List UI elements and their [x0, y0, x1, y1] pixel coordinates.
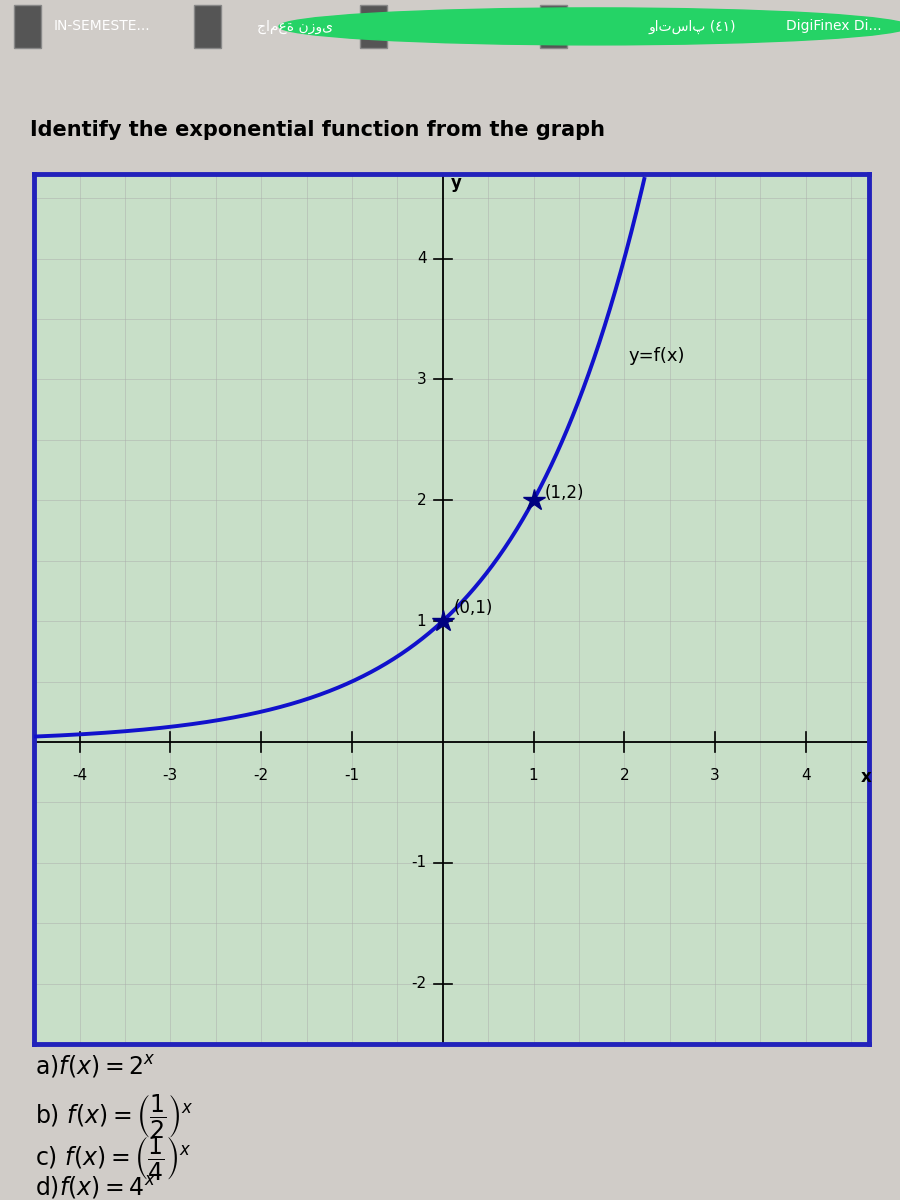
Text: -2: -2	[411, 976, 427, 991]
Text: واتساپ (٤١): واتساپ (٤١)	[648, 19, 735, 34]
Text: -1: -1	[411, 856, 427, 870]
Text: DigiFinex Di...: DigiFinex Di...	[787, 19, 882, 34]
Text: 4: 4	[801, 768, 811, 784]
Text: 1: 1	[417, 613, 427, 629]
Text: a)$f(x) = 2^x$: a)$f(x) = 2^x$	[35, 1054, 156, 1080]
Text: 2: 2	[417, 493, 427, 508]
FancyBboxPatch shape	[194, 5, 220, 48]
FancyBboxPatch shape	[540, 5, 567, 48]
Text: (1,2): (1,2)	[544, 484, 584, 502]
Text: y=f(x): y=f(x)	[629, 347, 685, 365]
Text: -1: -1	[345, 768, 359, 784]
Text: d)$f(x) = 4^x$: d)$f(x) = 4^x$	[35, 1174, 157, 1200]
Text: -3: -3	[163, 768, 178, 784]
Text: 1: 1	[528, 768, 538, 784]
Text: -4: -4	[72, 768, 87, 784]
Text: 3: 3	[417, 372, 427, 386]
Text: جامعة نزوی: جامعة نزوی	[257, 19, 333, 34]
Text: x: x	[860, 768, 871, 786]
Text: 2: 2	[619, 768, 629, 784]
Text: c) $f(x) = \left(\dfrac{1}{4}\right)^x$: c) $f(x) = \left(\dfrac{1}{4}\right)^x$	[35, 1134, 192, 1182]
Text: 4: 4	[417, 251, 427, 266]
Circle shape	[279, 8, 900, 44]
Text: (0,1): (0,1)	[454, 599, 493, 617]
Text: 3: 3	[710, 768, 720, 784]
FancyBboxPatch shape	[14, 5, 40, 48]
Text: b) $f(x) = \left(\dfrac{1}{2}\right)^x$: b) $f(x) = \left(\dfrac{1}{2}\right)^x$	[35, 1092, 194, 1140]
Text: Identify the exponential function from the graph: Identify the exponential function from t…	[30, 120, 605, 140]
Text: IN-SEMESTE...: IN-SEMESTE...	[54, 19, 150, 34]
Text: -2: -2	[254, 768, 269, 784]
Text: y: y	[451, 174, 462, 192]
FancyBboxPatch shape	[360, 5, 387, 48]
